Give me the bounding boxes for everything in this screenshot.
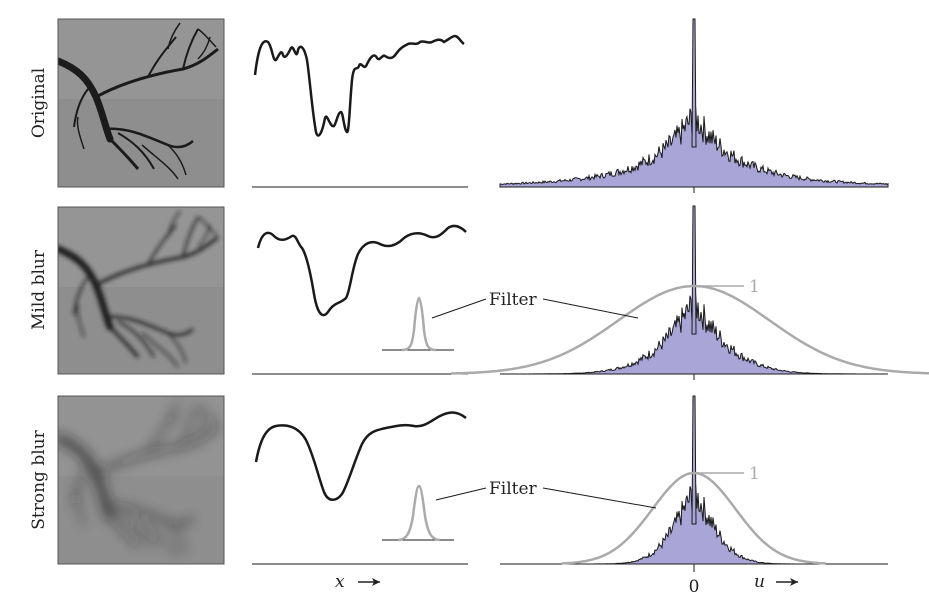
spectrum-dc-spike <box>691 205 697 335</box>
image-mild-blur <box>58 207 224 374</box>
filter-peak-label-strong: 1 <box>749 464 760 484</box>
filter-curve <box>451 284 929 375</box>
row-label-mild-blur: Mild blur <box>29 249 49 330</box>
row-label-strong-blur: Strong blur <box>29 429 49 529</box>
u-axis-arrow-icon <box>776 578 798 586</box>
spectrum-plot-original <box>499 18 889 193</box>
filter-peak-label-mild: 1 <box>749 277 760 297</box>
image-original <box>58 19 224 187</box>
filter-leader-left-mild <box>431 298 487 319</box>
filter-label-strong: Filter <box>489 479 538 499</box>
x-axis-arrow-icon <box>358 578 380 586</box>
signal-plot-mild-blur <box>252 224 468 375</box>
filter-label-mild: Filter <box>489 290 538 310</box>
row-label-original: Original <box>29 68 49 138</box>
zero-label: 0 <box>689 577 700 597</box>
spectrum-plot-strong-blur <box>500 395 888 570</box>
filter-leader-right-mild <box>542 298 639 319</box>
signal-plot-original <box>252 34 468 188</box>
spectrum-dc-spike <box>691 395 697 525</box>
spectrum-plot-mild-blur <box>451 205 929 380</box>
spectrum-dc-spike <box>691 18 697 148</box>
u-axis-label: u <box>754 572 765 592</box>
image-strong-blur <box>58 396 224 564</box>
filter-leader-right-strong <box>542 487 657 509</box>
signal-plot-strong-blur <box>252 411 468 565</box>
filter-curve <box>561 471 826 565</box>
x-axis-label: x <box>335 572 345 592</box>
filter-leader-left-strong <box>435 487 487 501</box>
